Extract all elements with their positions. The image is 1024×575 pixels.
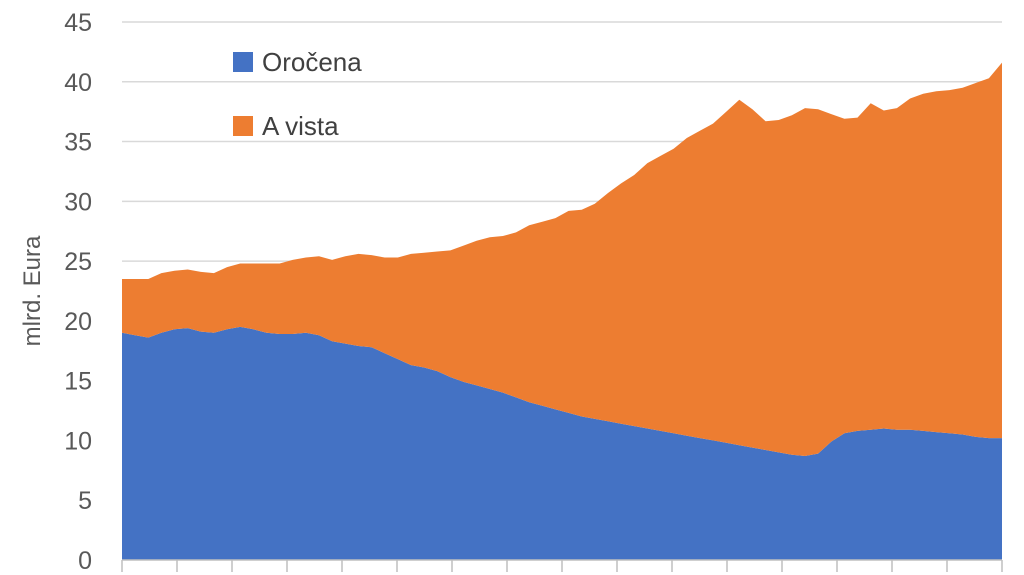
y-tick-label: 40	[64, 69, 92, 97]
legend-swatch	[233, 52, 253, 72]
y-tick-label: 45	[64, 9, 92, 37]
plot-areas	[122, 62, 1002, 560]
y-axis-title: mlrd. Eura	[19, 235, 46, 346]
legend: Oročena A vista	[233, 47, 362, 141]
legend-label: Oročena	[262, 47, 362, 77]
legend-label: A vista	[262, 111, 339, 141]
y-tick-label: 5	[78, 487, 92, 515]
axes	[121, 559, 1003, 572]
y-tick-label: 0	[78, 547, 92, 575]
y-tick-label: 15	[64, 368, 92, 396]
y-tick-label: 30	[64, 188, 92, 216]
y-tick-labels: 0 5 10 15 20 25 30 35 40 45	[64, 9, 92, 575]
legend-swatch	[233, 116, 253, 136]
y-tick-label: 25	[64, 248, 92, 276]
y-tick-label: 10	[64, 427, 92, 455]
y-tick-label: 20	[64, 308, 92, 336]
area-series-1	[122, 326, 1002, 560]
y-tick-label: 35	[64, 129, 92, 157]
area-series-2	[122, 62, 1002, 456]
